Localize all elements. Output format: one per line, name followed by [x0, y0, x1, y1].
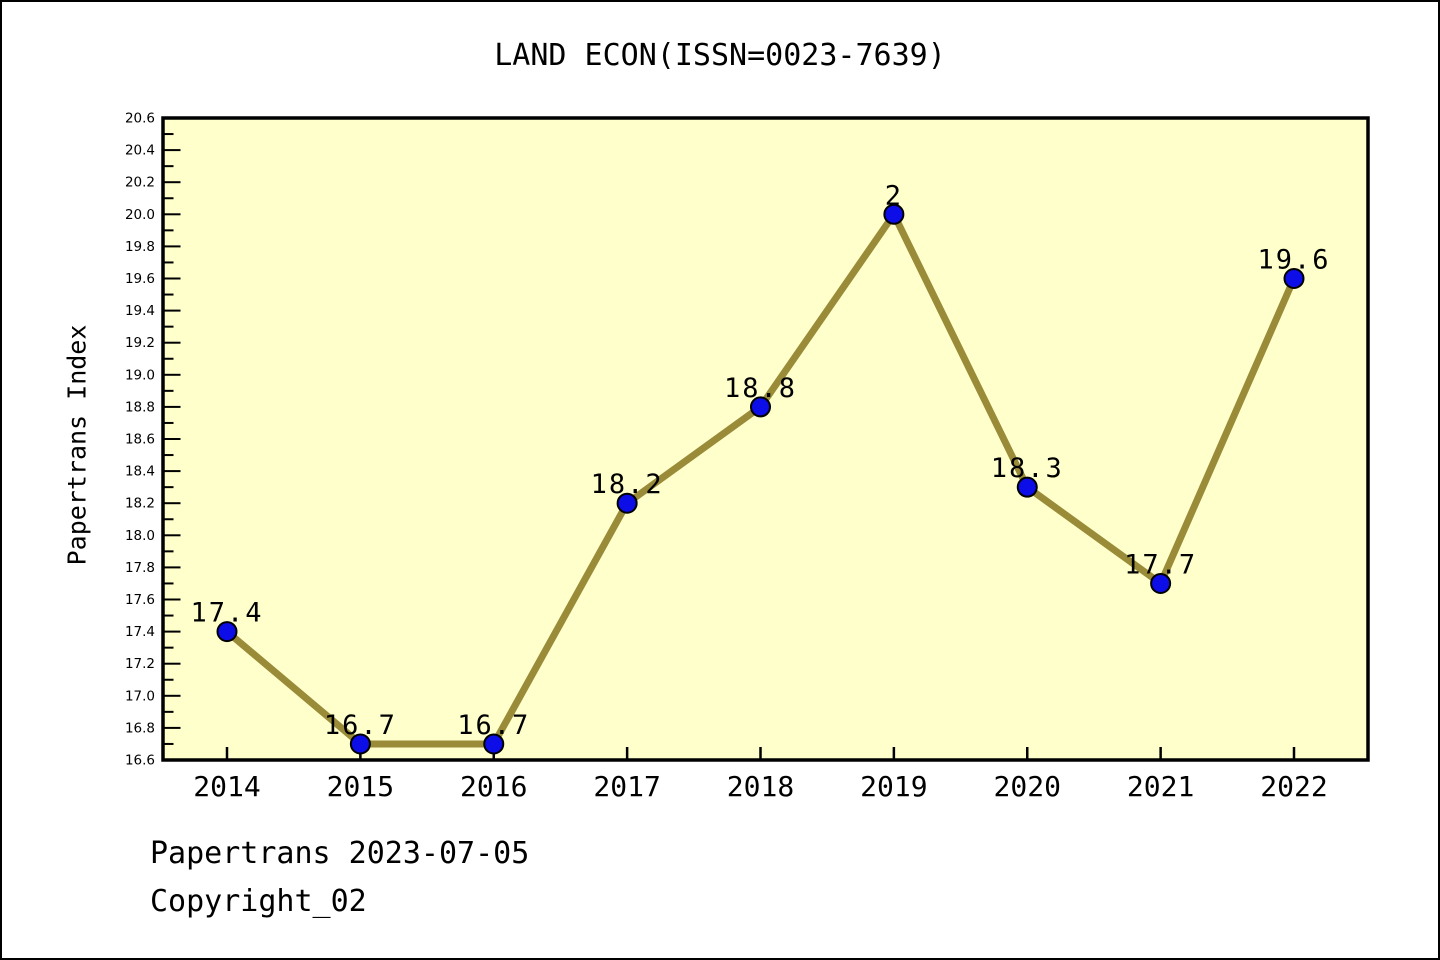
data-point-label: 17.4: [190, 598, 263, 629]
y-tick-label: 17.8: [125, 560, 155, 576]
y-tick-label: 18.2: [125, 496, 155, 512]
y-tick-label: 20.4: [125, 143, 155, 159]
x-tick-label: 2020: [994, 770, 1061, 803]
y-tick-label: 17.0: [125, 688, 155, 704]
y-tick-label: 19.0: [125, 367, 155, 383]
y-tick-label: 19.6: [125, 271, 155, 287]
y-tick-label: 19.4: [125, 303, 155, 319]
x-tick-label: 2019: [860, 770, 927, 803]
data-point-label: 19.6: [1257, 245, 1330, 276]
y-tick-label: 17.4: [125, 624, 155, 640]
y-tick-label: 18.6: [125, 432, 155, 448]
data-point: [616, 492, 638, 514]
data-point: [1150, 572, 1172, 594]
x-tick-label: 2016: [460, 770, 527, 803]
y-tick-label: 19.8: [125, 239, 155, 255]
x-tick-label: 2022: [1260, 770, 1327, 803]
data-point-label: 17.7: [1124, 549, 1197, 580]
y-tick-label: 17.6: [125, 592, 155, 608]
y-tick-label: 18.0: [125, 528, 155, 544]
data-point: [483, 733, 505, 755]
y-tick-label: 17.2: [125, 656, 155, 672]
data-point-label: 16.7: [457, 710, 530, 741]
y-tick-label: 20.6: [125, 111, 155, 127]
plot-area: [161, 116, 1370, 762]
data-point: [750, 396, 771, 418]
footer-source-date: Papertrans 2023-07-05: [150, 836, 530, 871]
y-tick-label: 16.6: [125, 753, 155, 769]
data-point-label: 18.8: [724, 373, 797, 404]
x-tick-label: 2018: [727, 770, 794, 803]
y-tick-label: 20.0: [125, 207, 155, 223]
chart-title: LAND ECON(ISSN=0023-7639): [494, 38, 946, 73]
data-point: [216, 621, 238, 643]
y-tick-label: 18.4: [125, 464, 155, 480]
x-tick-label: 2015: [327, 770, 394, 803]
data-point-label: 16.7: [324, 710, 397, 741]
data-point: [349, 733, 371, 755]
x-tick-label: 2017: [593, 770, 660, 803]
y-tick-label: 20.2: [125, 175, 155, 191]
y-tick-label: 18.8: [125, 399, 155, 415]
data-point: [1016, 476, 1038, 498]
x-tick-label: 2014: [193, 770, 260, 803]
y-tick-label: 19.2: [125, 335, 155, 351]
y-tick-label: 16.8: [125, 720, 155, 736]
footer-copyright: Copyright_02: [150, 884, 367, 919]
data-point: [883, 203, 905, 225]
x-tick-label: 2021: [1127, 770, 1194, 803]
data-point-label: 2: [885, 180, 903, 211]
data-point-label: 18.2: [591, 469, 664, 500]
data-point: [1283, 268, 1305, 289]
data-point-label: 18.3: [991, 453, 1064, 484]
